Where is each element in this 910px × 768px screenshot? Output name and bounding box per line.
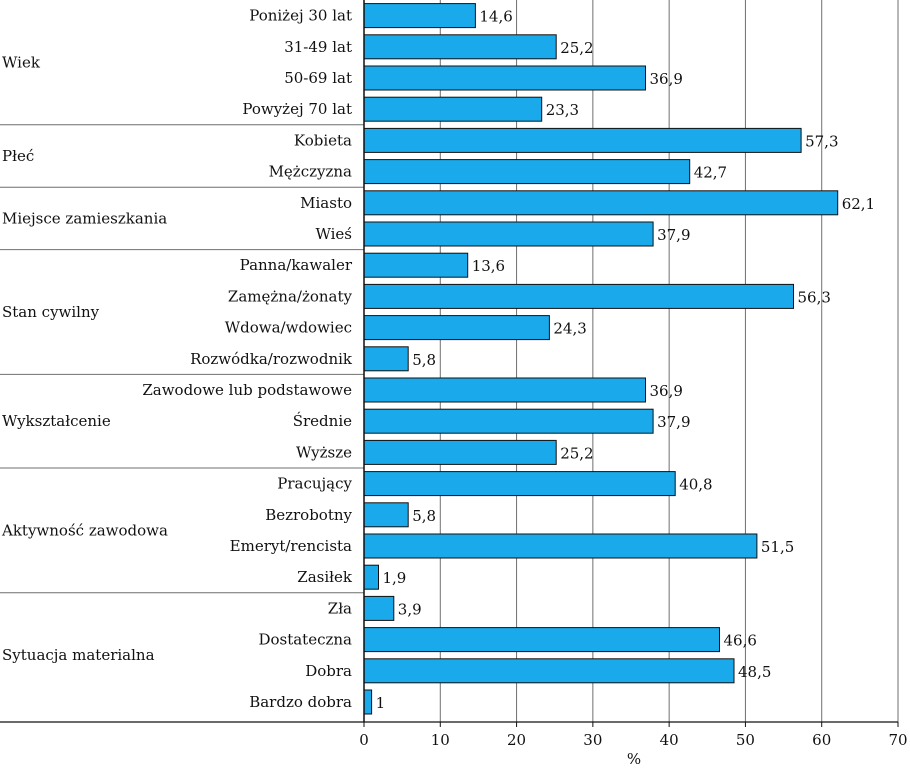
tick-label: 0 bbox=[359, 731, 369, 749]
value-label: 13,6 bbox=[472, 257, 505, 275]
category-label: 31-49 lat bbox=[284, 38, 352, 56]
tick-label: 60 bbox=[812, 731, 831, 749]
x-axis-label: % bbox=[627, 750, 641, 768]
group-label: Stan cywilny bbox=[2, 303, 100, 321]
tick-label: 40 bbox=[660, 731, 679, 749]
category-label: Powyżej 70 lat bbox=[242, 100, 352, 118]
bar bbox=[363, 159, 691, 185]
value-label: 51,5 bbox=[761, 538, 794, 556]
group-label: Sytuacja materialna bbox=[2, 646, 155, 664]
bar bbox=[363, 564, 379, 590]
category-label: Zawodowe lub podstawowe bbox=[142, 381, 352, 399]
value-label: 62,1 bbox=[842, 195, 875, 213]
tick-label: 30 bbox=[583, 731, 602, 749]
bar bbox=[363, 408, 654, 434]
bar bbox=[363, 283, 794, 309]
value-label: 25,2 bbox=[560, 39, 593, 57]
bar bbox=[363, 346, 409, 372]
value-label: 3,9 bbox=[398, 600, 422, 618]
group-separators bbox=[0, 124, 364, 594]
category-label: Zamężna/żonaty bbox=[228, 287, 353, 305]
bar bbox=[363, 627, 720, 653]
value-label: 5,8 bbox=[412, 507, 436, 525]
bar bbox=[363, 595, 395, 621]
category-label: Rozwódka/rozwodnik bbox=[190, 350, 353, 368]
value-label: 37,9 bbox=[657, 413, 690, 431]
value-label: 1,9 bbox=[383, 569, 407, 587]
category-label: 50-69 lat bbox=[284, 69, 352, 87]
category-label: Mężczyzna bbox=[269, 163, 352, 181]
group-label: Miejsce zamieszkania bbox=[2, 209, 167, 227]
group-label: Aktywność zawodowa bbox=[1, 521, 168, 539]
value-label: 24,3 bbox=[553, 320, 586, 338]
bars-layer bbox=[363, 3, 839, 715]
bar bbox=[363, 533, 758, 559]
category-label: Wieś bbox=[315, 225, 352, 243]
x-axis: 0 10 20 30 40 50 60 70 bbox=[0, 0, 908, 749]
value-label: 48,5 bbox=[738, 663, 771, 681]
value-label: 42,7 bbox=[694, 164, 727, 182]
value-label: 37,9 bbox=[657, 226, 690, 244]
bar bbox=[363, 34, 557, 60]
value-label: 14,6 bbox=[479, 8, 512, 26]
category-label: Emeryt/rencista bbox=[230, 537, 352, 555]
bar bbox=[363, 190, 839, 216]
value-label: 1 bbox=[376, 694, 386, 712]
value-label: 56,3 bbox=[798, 288, 831, 306]
group-label: Wykształcenie bbox=[2, 412, 111, 430]
value-label: 36,9 bbox=[650, 382, 683, 400]
category-label: Kobieta bbox=[294, 131, 352, 149]
value-label: 5,8 bbox=[412, 351, 436, 369]
category-label: Panna/kawaler bbox=[240, 256, 353, 274]
category-label: Wyższe bbox=[296, 443, 352, 461]
category-label: Średnie bbox=[293, 412, 352, 430]
tick-label: 50 bbox=[736, 731, 755, 749]
tick-label: 20 bbox=[507, 731, 526, 749]
bar bbox=[363, 658, 735, 684]
bar bbox=[363, 471, 676, 497]
bar bbox=[363, 439, 557, 465]
value-label: 40,8 bbox=[679, 476, 712, 494]
category-label: Bardzo dobra bbox=[249, 693, 352, 711]
value-label: 36,9 bbox=[650, 70, 683, 88]
labels-layer: Poniżej 30 lat 14,6 31-49 lat 25,2 50-69 lat… bbox=[1, 7, 875, 712]
category-label: Zasiłek bbox=[297, 568, 353, 586]
bar bbox=[363, 252, 469, 278]
group-label: Wiek bbox=[2, 53, 41, 71]
value-label: 46,6 bbox=[724, 632, 757, 650]
value-label: 23,3 bbox=[546, 101, 579, 119]
category-label: Bezrobotny bbox=[265, 506, 352, 524]
bar bbox=[363, 377, 646, 403]
category-label: Wdowa/wdowiec bbox=[225, 319, 352, 337]
value-label: 57,3 bbox=[805, 132, 838, 150]
group-label: Płeć bbox=[2, 147, 34, 165]
category-label: Poniżej 30 lat bbox=[249, 7, 352, 25]
bar bbox=[363, 3, 476, 29]
category-label: Pracujący bbox=[277, 475, 352, 493]
category-label: Zła bbox=[328, 599, 352, 617]
tick-label: 10 bbox=[431, 731, 450, 749]
bar bbox=[363, 221, 654, 247]
tick-label: 70 bbox=[888, 731, 907, 749]
category-label: Dostateczna bbox=[258, 631, 352, 649]
bar bbox=[363, 65, 646, 91]
value-label: 25,2 bbox=[560, 444, 593, 462]
category-label: Miasto bbox=[300, 194, 352, 212]
bar bbox=[363, 96, 543, 122]
bar bbox=[363, 502, 409, 528]
bar bbox=[363, 689, 373, 715]
bar bbox=[363, 315, 550, 341]
bar bbox=[363, 127, 802, 153]
category-label: Dobra bbox=[305, 662, 352, 680]
